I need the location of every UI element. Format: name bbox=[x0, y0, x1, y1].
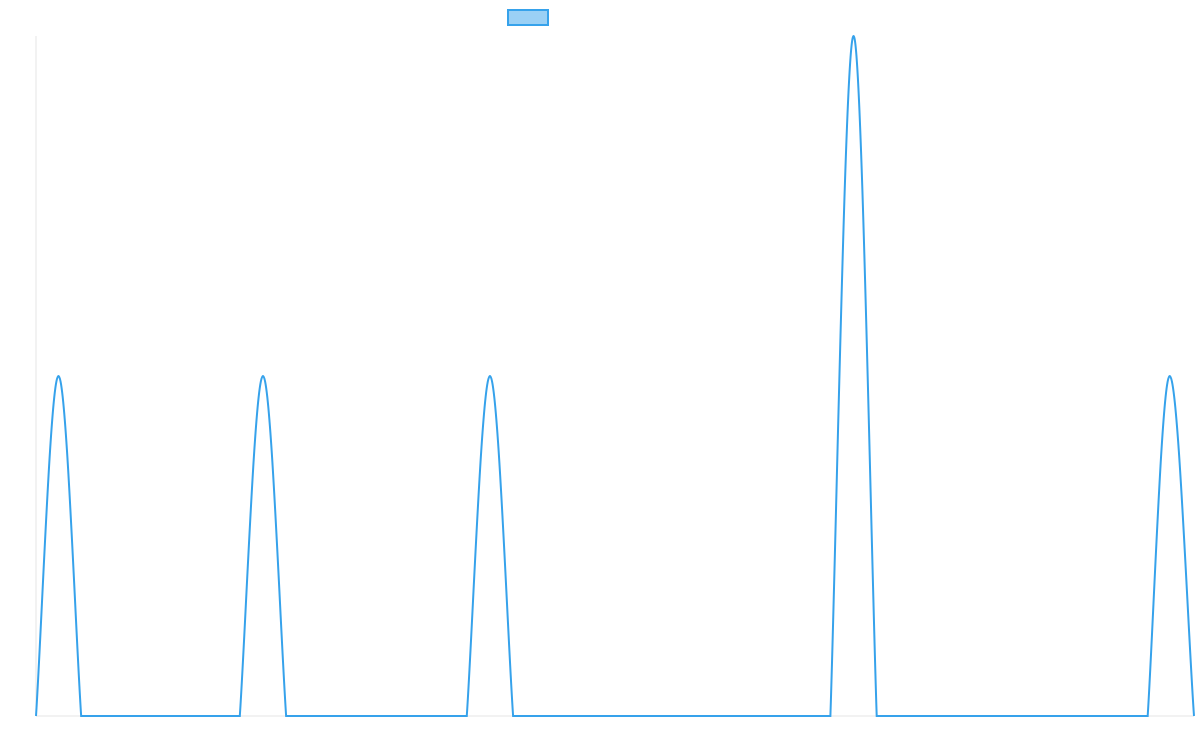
series-line bbox=[35, 34, 1195, 717]
axes bbox=[35, 36, 1194, 717]
legend-swatch[interactable] bbox=[507, 9, 549, 26]
series-layer bbox=[35, 34, 1195, 717]
legend bbox=[507, 9, 549, 26]
